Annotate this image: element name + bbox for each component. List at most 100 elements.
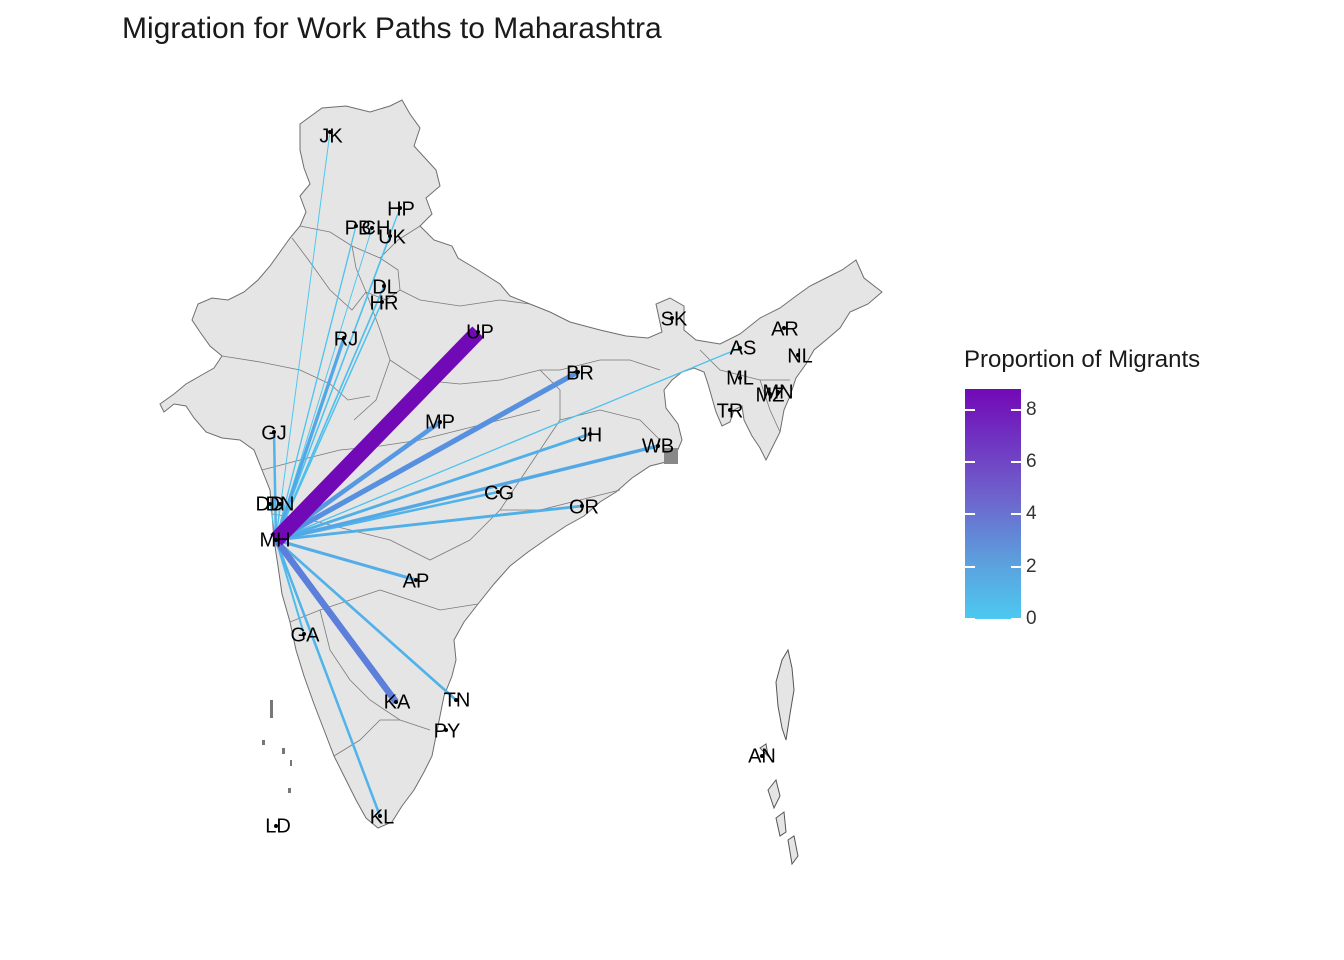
state-label-as: AS — [730, 337, 757, 359]
state-point-jk — [328, 130, 332, 134]
state-point-ld — [274, 824, 278, 828]
state-point-rj — [342, 336, 346, 340]
state-label-mh: MH — [259, 529, 290, 551]
flow-line-tn — [275, 539, 457, 701]
state-label-ga: GA — [291, 624, 321, 646]
state-label-jh: JH — [578, 424, 602, 446]
state-label-dl: DL — [372, 276, 398, 298]
state-point-or — [580, 504, 584, 508]
legend-tick-label: 0 — [1026, 608, 1037, 629]
state-point-dd — [268, 502, 272, 506]
state-point-mn — [776, 390, 780, 394]
flow-line-wb — [275, 444, 659, 542]
state-point-py — [444, 728, 448, 732]
flow-line-br — [274, 369, 580, 543]
flow-line-rj — [274, 337, 346, 541]
state-label-ar: AR — [771, 318, 799, 340]
state-point-nl — [796, 353, 800, 357]
state-point-jh — [588, 432, 592, 436]
state-point-tn — [454, 698, 458, 702]
state-point-mz — [768, 392, 772, 396]
state-point-sk — [670, 316, 674, 320]
state-point-cg — [496, 490, 500, 494]
chart-title: Migration for Work Paths to Maharashtra — [122, 12, 662, 45]
flow-line-as — [275, 347, 741, 541]
state-label-py: PY — [434, 720, 461, 742]
flow-line-kl — [274, 539, 382, 817]
state-point-ar — [782, 326, 786, 330]
state-label-or: OR — [569, 496, 599, 518]
flow-line-gj — [272, 431, 278, 541]
legend-title: Proportion of Migrants — [964, 346, 1201, 373]
flow-line-dl — [275, 285, 385, 541]
state-label-uk: UK — [378, 226, 406, 248]
flow-line-ap — [275, 538, 417, 582]
state-label-cg: CG — [484, 482, 514, 504]
state-label-mn: MN — [762, 381, 793, 403]
state-label-hp: HP — [387, 198, 415, 220]
state-label-rj: RJ — [334, 328, 358, 350]
legend-tick-label: 8 — [1026, 398, 1037, 420]
state-point-pb — [354, 224, 358, 228]
state-label-ka: KA — [384, 691, 411, 713]
state-label-ap: AP — [403, 570, 430, 592]
flow-line-uk — [275, 235, 391, 541]
state-label-wb: WB — [642, 435, 674, 457]
state-point-ap — [414, 578, 418, 582]
sundarbans — [664, 448, 678, 464]
state-label-pb: PB — [345, 217, 372, 239]
state-label-gj: GJ — [261, 422, 287, 444]
state-point-mh — [274, 538, 278, 542]
state-point-ka — [394, 700, 398, 704]
state-point-ga — [302, 632, 306, 636]
state-label-an: AN — [748, 745, 776, 767]
state-label-mz: MZ — [756, 384, 785, 406]
state-label-kl: KL — [370, 806, 394, 828]
state-point-up — [476, 330, 480, 334]
state-label-sk: SK — [661, 308, 688, 330]
flow-line-up — [270, 326, 484, 546]
state-point-ch — [370, 226, 374, 230]
legend-tick-label: 2 — [1026, 555, 1037, 577]
state-label-hr: HR — [370, 292, 399, 314]
state-label-dn: DN — [266, 493, 295, 515]
state-label-dd: DD — [256, 493, 285, 515]
state-label-up: UP — [466, 321, 494, 343]
legend-colorbar — [965, 389, 1021, 619]
state-label-ch: CH — [362, 217, 391, 239]
lakshadweep-islands — [262, 700, 292, 793]
state-point-uk — [388, 234, 392, 238]
state-point-dl — [382, 284, 386, 288]
state-borders — [221, 225, 790, 757]
state-point-wb — [656, 444, 660, 448]
state-point-gj — [272, 430, 276, 434]
state-label-ml: ML — [726, 367, 754, 389]
state-point-an — [760, 754, 764, 758]
andaman-islands — [759, 648, 799, 866]
india-landmass — [159, 99, 883, 829]
flow-line-jh — [275, 432, 591, 542]
state-point-mp — [438, 420, 442, 424]
state-point-ml — [738, 376, 742, 380]
state-point-tr — [728, 408, 732, 412]
state-point-br — [576, 370, 580, 374]
flow-line-or — [275, 504, 583, 542]
state-point-hr — [380, 300, 384, 304]
state-label-nl: NL — [787, 345, 813, 367]
legend-tick-label: 6 — [1026, 451, 1037, 473]
flow-line-jk — [275, 131, 331, 541]
flow-line-pb — [275, 225, 357, 541]
state-label-tr: TR — [717, 400, 744, 422]
state-label-tn: TN — [444, 689, 471, 711]
flow-line-ka — [273, 538, 399, 704]
legend-tick-label: 4 — [1026, 503, 1037, 525]
state-point-hp — [398, 206, 402, 210]
state-points — [268, 130, 800, 828]
state-label-mp: MP — [425, 411, 455, 433]
state-point-dn — [278, 502, 282, 506]
state-point-kl — [378, 814, 382, 818]
state-label-jk: JK — [319, 125, 343, 147]
flow-lines — [269, 131, 741, 817]
